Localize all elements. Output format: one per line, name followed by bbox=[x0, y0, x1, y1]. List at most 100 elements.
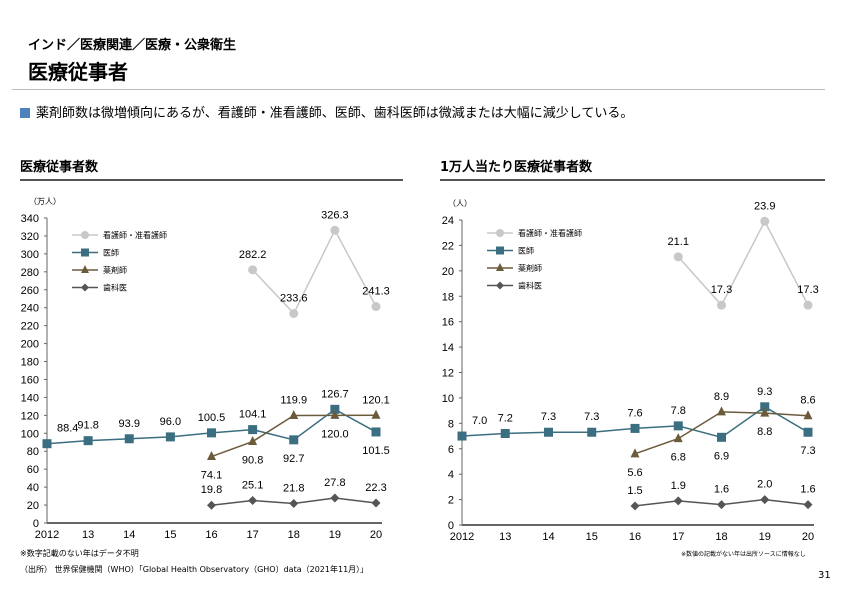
data-label: 119.9 bbox=[280, 394, 307, 406]
y-tick-label: 4 bbox=[448, 469, 454, 481]
y-tick-label: 140 bbox=[21, 392, 39, 404]
legend-label: 歯科医 bbox=[518, 281, 542, 291]
data-label: 93.9 bbox=[119, 418, 140, 430]
legend-circle-icon bbox=[496, 229, 504, 237]
breadcrumb: インド／医療関連／医療・公衆衛生 bbox=[28, 38, 237, 53]
y-tick-label: 20 bbox=[27, 500, 39, 512]
legend-label: 医師 bbox=[103, 248, 119, 258]
data-point bbox=[587, 427, 597, 437]
data-label: 7.2 bbox=[498, 413, 513, 425]
data-label: 21.8 bbox=[283, 482, 304, 494]
data-label: 100.5 bbox=[198, 412, 226, 424]
data-label: 9.3 bbox=[757, 386, 772, 398]
data-label: 7.0 bbox=[472, 415, 487, 427]
y-tick-label: 20 bbox=[442, 266, 454, 278]
data-label: 7.8 bbox=[671, 405, 686, 417]
x-tick-label: 15 bbox=[164, 529, 176, 541]
y-tick-label: 200 bbox=[21, 339, 39, 351]
data-point bbox=[248, 425, 258, 435]
data-point bbox=[207, 500, 216, 510]
data-point bbox=[457, 431, 467, 441]
y-tick-label: 260 bbox=[21, 285, 39, 297]
y-tick-label: 340 bbox=[21, 213, 39, 225]
data-label: 241.3 bbox=[362, 286, 390, 298]
data-point bbox=[673, 252, 683, 262]
data-label: 126.7 bbox=[321, 388, 349, 400]
data-point bbox=[42, 439, 52, 449]
x-tick-label: 14 bbox=[542, 531, 554, 543]
data-point bbox=[289, 409, 299, 419]
data-label: 90.8 bbox=[242, 455, 263, 467]
legend-circle-icon bbox=[81, 231, 89, 239]
legend-square-icon bbox=[81, 248, 89, 257]
data-label: 7.6 bbox=[627, 407, 642, 419]
y-tick-label: 160 bbox=[21, 374, 39, 386]
data-point bbox=[630, 501, 640, 511]
y-tick-label: 18 bbox=[442, 291, 454, 303]
data-point bbox=[371, 409, 381, 419]
data-point bbox=[760, 495, 770, 505]
data-label: 2.0 bbox=[757, 479, 772, 491]
source-note: （出所） 世界保健機関（WHO）「Global Health Observato… bbox=[20, 565, 369, 574]
data-label: 1.6 bbox=[800, 484, 815, 496]
x-tick-label: 19 bbox=[329, 529, 341, 541]
y-tick-label: 6 bbox=[448, 444, 454, 456]
data-point bbox=[165, 432, 175, 442]
legend-triangle-icon bbox=[81, 265, 89, 273]
legend-diamond-icon bbox=[81, 283, 89, 292]
data-point bbox=[760, 407, 770, 417]
legend-diamond-icon bbox=[496, 281, 504, 290]
legend-label: 歯科医 bbox=[103, 283, 127, 293]
data-point bbox=[371, 498, 381, 508]
data-point bbox=[207, 451, 216, 461]
y-tick-label: 280 bbox=[21, 267, 39, 279]
x-tick-label: 16 bbox=[205, 529, 217, 541]
data-point bbox=[630, 448, 640, 458]
data-point bbox=[717, 300, 726, 310]
data-point bbox=[803, 500, 813, 510]
x-tick-label: 14 bbox=[123, 529, 135, 541]
y-tick-label: 24 bbox=[442, 215, 454, 227]
data-point bbox=[83, 436, 93, 446]
data-point bbox=[803, 300, 813, 310]
data-point bbox=[330, 404, 340, 414]
data-label: 88.4 bbox=[57, 423, 78, 435]
data-label: 101.5 bbox=[362, 445, 390, 457]
data-point bbox=[803, 410, 813, 420]
data-point bbox=[760, 216, 770, 226]
y-tick-label: 22 bbox=[442, 240, 454, 252]
legend-triangle-icon bbox=[496, 263, 504, 271]
data-label: 27.8 bbox=[324, 477, 345, 489]
legend-label: 看護師・准看護師 bbox=[518, 228, 582, 238]
data-point bbox=[330, 493, 340, 503]
data-label: 120.1 bbox=[362, 394, 390, 406]
y-tick-label: 320 bbox=[21, 231, 39, 243]
summary-label: 薬剤師数は微増傾向にあるが、看護師・准看護師、医師、歯科医師は微減または大幅に減… bbox=[36, 106, 634, 121]
y-tick-label: 80 bbox=[27, 446, 39, 458]
data-point bbox=[124, 434, 134, 444]
data-point bbox=[289, 498, 299, 508]
y-tick-label: 14 bbox=[442, 342, 454, 354]
data-label: 91.8 bbox=[77, 420, 98, 432]
x-tick-label: 2012 bbox=[35, 529, 59, 541]
data-label: 8.9 bbox=[714, 391, 729, 403]
chart-title-right: 1万人当たり医療従事者数 bbox=[440, 160, 593, 175]
data-label: 1.6 bbox=[714, 484, 729, 496]
y-tick-label: 300 bbox=[21, 249, 39, 261]
data-point bbox=[673, 496, 683, 506]
x-tick-label: 16 bbox=[629, 531, 641, 543]
legend-square-icon bbox=[496, 246, 504, 255]
data-point bbox=[371, 427, 381, 437]
data-point bbox=[760, 402, 770, 412]
x-tick-label: 15 bbox=[586, 531, 598, 543]
y-axis-unit: （万人） bbox=[29, 197, 61, 206]
x-tick-label: 18 bbox=[715, 531, 727, 543]
y-tick-label: 16 bbox=[442, 317, 454, 329]
x-tick-label: 13 bbox=[82, 529, 94, 541]
data-point bbox=[673, 421, 683, 431]
data-label: 19.8 bbox=[201, 484, 222, 496]
x-tick-label: 13 bbox=[499, 531, 511, 543]
x-tick-label: 17 bbox=[672, 531, 684, 543]
data-point bbox=[803, 427, 813, 437]
